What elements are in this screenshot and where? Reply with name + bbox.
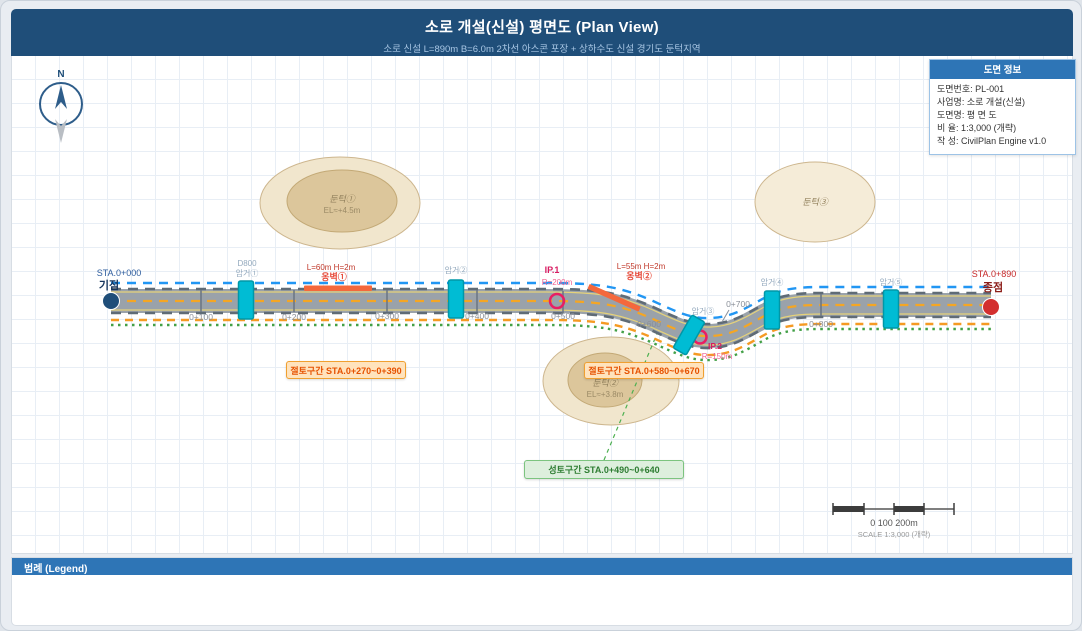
plan-view-svg: 둔턱① EL≈+4.5m 둔턱③ 둔턱② EL≈+3.8m bbox=[39, 69, 1017, 539]
mound-2-elevation: EL≈+3.8m bbox=[587, 390, 624, 399]
storm-pipe-line bbox=[109, 323, 993, 362]
culvert-4-label: 암거④ bbox=[761, 277, 784, 287]
ip1-marker bbox=[548, 292, 566, 310]
legend-header: 범례 (Legend) bbox=[12, 558, 1072, 575]
station-label-200: 0+200 bbox=[282, 312, 306, 322]
info-scale: 비 율: 1:3,000 (개략) bbox=[937, 123, 1017, 133]
page-subtitle: 소로 신설 L=890m B=6.0m 2차선 아스콘 포장 + 상하수도 신설… bbox=[383, 44, 701, 55]
sewer-pipe-line bbox=[109, 318, 993, 357]
mound-2: 둔턱② EL≈+3.8m bbox=[542, 336, 680, 426]
start-label: 기점 bbox=[99, 278, 119, 292]
station-label-800: 0+800 bbox=[809, 319, 833, 329]
culvert-labels: D800 암거① 암거② 암거③ 암거④ 암거⑤ bbox=[236, 259, 903, 316]
ip2-label: IP.2 bbox=[708, 341, 722, 351]
scale-bar: 0 100 200m SCALE 1:3,000 (개략) bbox=[832, 503, 955, 539]
drawing-info-box: 도면 정보 도면번호: PL-001 사업명: 소로 개설(신설) 도면명: 평… bbox=[929, 59, 1076, 155]
ip1-label: IP.1 bbox=[545, 265, 560, 275]
info-author: 작 성: CivilPlan Engine v1.0 bbox=[937, 136, 1047, 146]
culvert-5 bbox=[882, 289, 900, 329]
ip1-radius: R=200m bbox=[542, 278, 573, 287]
culvert-1-size: D800 bbox=[237, 259, 257, 268]
station-label-600: 0+600 bbox=[637, 319, 661, 329]
wall-1-bar bbox=[304, 285, 372, 291]
title-bar: 소로 개설(신설) 평면도 (Plan View) 소로 신설 L=890m B… bbox=[11, 9, 1073, 56]
culvert-3 bbox=[672, 314, 706, 356]
scale-distance-label: 0 100 200m bbox=[870, 518, 918, 528]
culvert-2-label: 암거② bbox=[445, 265, 468, 275]
page-title: 소로 개설(신설) 평면도 (Plan View) bbox=[425, 19, 659, 36]
station-label-500: 0+500 bbox=[551, 311, 575, 321]
mound-1-label: 둔턱① bbox=[329, 194, 357, 204]
info-box-header: 도면 정보 bbox=[930, 60, 1075, 79]
start-marker bbox=[102, 292, 120, 310]
ip2-radius: R=150m bbox=[702, 352, 733, 361]
station-700-leader bbox=[721, 309, 730, 323]
mound-1: 둔턱① EL≈+4.5m bbox=[259, 156, 421, 250]
end-marker bbox=[982, 298, 1000, 316]
mound-3: 둔턱③ bbox=[754, 161, 876, 243]
mound-3-label: 둔턱③ bbox=[802, 197, 830, 207]
station-label-400: 0+400 bbox=[465, 311, 489, 321]
station-label-700: 0+700 bbox=[726, 299, 750, 309]
start-station: STA.0+000 bbox=[97, 268, 142, 278]
culvert-5-label: 암거⑤ bbox=[880, 277, 903, 287]
info-drawing-number: 도면번호: PL-001 bbox=[937, 84, 1005, 94]
wall-1-spec: L=60m H=2m bbox=[307, 263, 356, 272]
culverts bbox=[237, 279, 900, 356]
wall-2-bar bbox=[587, 284, 641, 312]
fill-zone-label: 성토구간 STA.0+490~0+640 bbox=[524, 460, 684, 479]
culvert-1 bbox=[237, 280, 255, 320]
end-station: STA.0+890 bbox=[972, 269, 1017, 279]
cut-zone-label-a: 절토구간 STA.0+270~0+390 bbox=[286, 361, 406, 379]
station-label-100: 0+100 bbox=[189, 312, 213, 322]
culvert-1-label: 암거① bbox=[236, 268, 259, 278]
start-point: STA.0+000 기점 bbox=[97, 268, 142, 310]
end-point: STA.0+890 종점 bbox=[972, 269, 1017, 316]
culvert-2 bbox=[447, 279, 465, 319]
info-project-name: 사업명: 소로 개설(신설) bbox=[937, 97, 1026, 107]
wall-2-spec: L=55m H=2m bbox=[617, 262, 666, 271]
info-drawing-name: 도면명: 평 면 도 bbox=[937, 110, 997, 120]
retaining-walls: L=60m H=2m 옹벽① L=55m H=2m 옹벽② bbox=[304, 262, 666, 312]
mound-1-elevation: EL≈+4.5m bbox=[324, 206, 361, 215]
culvert-4 bbox=[763, 290, 781, 330]
north-arrow-icon: N bbox=[39, 69, 83, 143]
end-label: 종점 bbox=[983, 280, 1003, 294]
wall-2-label: 옹벽② bbox=[626, 270, 652, 281]
station-label-300: 0+300 bbox=[375, 311, 399, 321]
mound-2-label: 둔턱② bbox=[592, 378, 620, 388]
wall-1-label: 옹벽① bbox=[321, 271, 347, 282]
legend-panel: 범례 (Legend) 포장도로 (아스콘) 도로 중심선 L형 측구 옹벽 (… bbox=[11, 557, 1073, 626]
north-label: N bbox=[57, 69, 64, 80]
cut-zone-label-b: 절토구간 STA.0+580~0+670 bbox=[584, 362, 704, 379]
station-labels: 0+100 0+200 0+300 0+400 0+500 0+600 0+70… bbox=[189, 299, 833, 329]
scale-ratio-label: SCALE 1:3,000 (개략) bbox=[858, 529, 931, 539]
culvert-3-label: 암거③ bbox=[692, 306, 715, 316]
